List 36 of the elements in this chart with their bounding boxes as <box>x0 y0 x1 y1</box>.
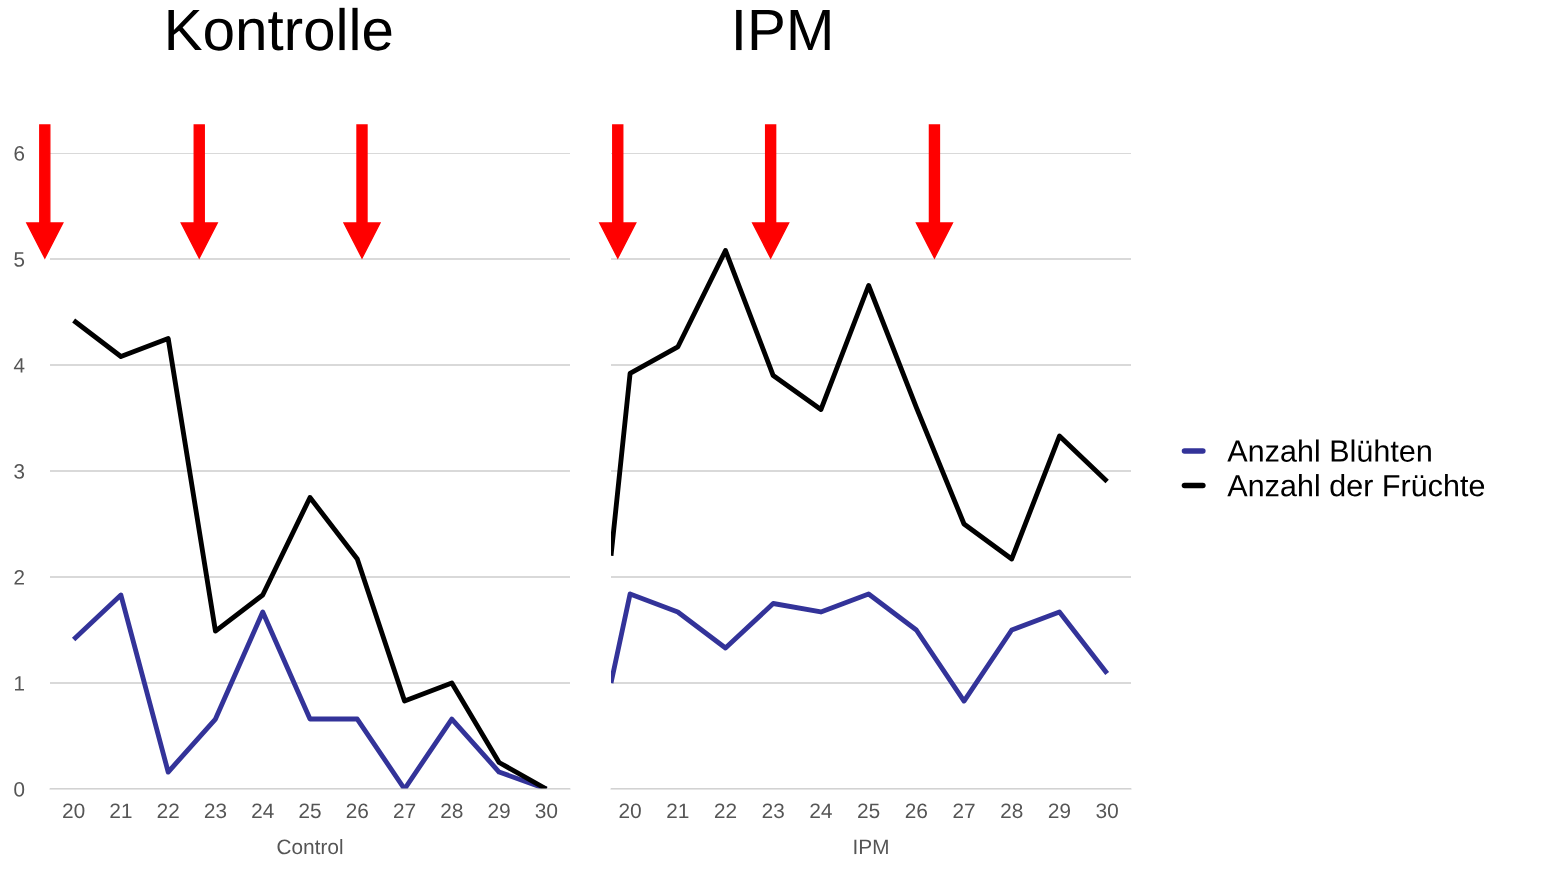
x-tick-label: 20 <box>619 803 641 819</box>
x-tick-label: 20 <box>63 803 85 819</box>
x-tick-label: 22 <box>714 803 737 818</box>
x-tick-label: 23 <box>762 803 784 819</box>
x-tick-label: 30 <box>1096 803 1118 819</box>
y-tick-label: 3 <box>14 464 25 479</box>
x-tick-label: 27 <box>394 803 416 818</box>
x-tick-label: 25 <box>858 803 880 819</box>
line-series <box>71 318 549 789</box>
y-tick-label: 5 <box>14 252 25 267</box>
x-tick-label: 29 <box>1048 803 1071 819</box>
x-tick-label: 30 <box>535 803 558 819</box>
x-tick-label: 21 <box>667 803 689 818</box>
x-tick-label: 28 <box>1001 803 1023 819</box>
x-tick-label: 27 <box>953 803 975 818</box>
y-tick-label: 0 <box>14 782 25 797</box>
chart-title: IPM <box>736 9 830 51</box>
x-tick-label: 29 <box>488 803 510 819</box>
y-tick-label: 6 <box>14 146 25 161</box>
x-tick-label: 25 <box>299 803 321 819</box>
x-tick-label: 24 <box>252 803 274 818</box>
chart-title: Kontrolle <box>168 7 392 51</box>
x-axis-title: Control <box>277 838 343 855</box>
y-tick-label: 4 <box>13 358 25 373</box>
y-tick-label: 1 <box>15 676 24 691</box>
x-tick-label: 26 <box>905 803 927 819</box>
x-tick-label: 22 <box>157 803 179 818</box>
x-tick-label: 28 <box>441 803 463 819</box>
x-tick-label: 23 <box>204 803 227 819</box>
legend-label: Anzahl Blühten <box>1227 439 1431 462</box>
x-tick-label: 24 <box>810 803 832 818</box>
x-tick-label: 21 <box>110 803 132 818</box>
x-tick-label: 26 <box>346 803 368 819</box>
y-tick-label: 2 <box>14 570 24 585</box>
x-axis-title: IPM <box>854 839 888 855</box>
legend-label: Anzahl der Früchte <box>1227 474 1485 497</box>
